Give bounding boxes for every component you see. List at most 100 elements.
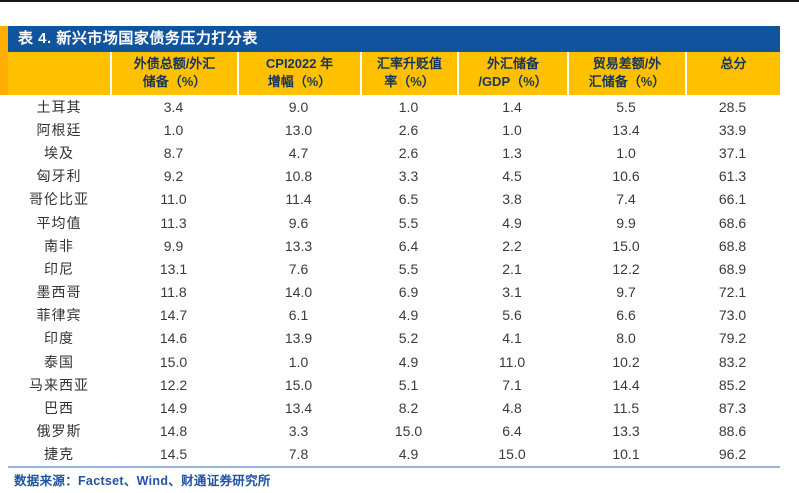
value-cell: 15.0 [284,376,313,393]
country-cell: 俄罗斯 [36,423,82,440]
value-cell: 66.1 [718,191,747,208]
value-cell: 11.5 [612,400,640,417]
value-cell: 3.3 [288,423,309,440]
value-cell: 85.2 [718,376,747,393]
value-cell: 6.9 [398,284,419,301]
value-cell: 10.1 [612,446,640,463]
country-cell: 马来西亚 [29,376,89,393]
value-cell: 1.0 [163,121,184,138]
value-cell: 6.4 [398,237,419,254]
value-cell: 3.8 [502,191,522,208]
table-row: 平均值 11.3 9.6 5.5 4.9 9.9 68.6 [8,211,780,234]
header-cell-trade-balance: 贸易差额/外 汇储备（%） [567,52,685,95]
value-cell: 5.2 [398,330,419,347]
value-cell: 6.5 [398,191,419,208]
value-cell: 12.2 [612,260,640,277]
country-cell: 菲律宾 [36,307,82,324]
table-row: 俄罗斯 14.8 3.3 15.0 6.4 13.3 88.6 [8,420,780,443]
value-cell: 72.1 [718,284,747,301]
value-cell: 13.0 [284,121,313,138]
value-cell: 96.2 [718,446,747,463]
table-row: 埃及 8.7 4.7 2.6 1.3 1.0 37.1 [8,141,780,164]
value-cell: 15.0 [394,423,423,440]
country-cell: 印度 [44,330,74,347]
value-cell: 1.4 [502,98,522,115]
table-row: 捷克 14.5 7.8 4.9 15.0 10.1 96.2 [8,443,780,466]
table-row: 印尼 13.1 7.6 5.5 2.1 12.2 68.9 [8,257,780,280]
value-cell: 11.3 [160,214,187,231]
value-cell: 13.3 [284,237,313,254]
country-cell: 平均值 [36,214,82,231]
value-cell: 7.4 [616,191,636,208]
country-cell: 哥伦比亚 [29,191,89,208]
table-row: 阿根廷 1.0 13.0 2.6 1.0 13.4 33.9 [8,118,780,141]
header-line: 外汇储备 [486,56,539,71]
table-row: 哥伦比亚 11.0 11.4 6.5 3.8 7.4 66.1 [8,188,780,211]
value-cell: 13.9 [284,330,313,347]
value-cell: 1.0 [502,121,522,138]
value-cell: 13.1 [159,260,188,277]
country-cell: 巴西 [44,400,74,417]
value-cell: 5.5 [398,214,419,231]
header-line: /GDP（%） [478,74,548,89]
header-line: 率（%） [384,74,435,89]
table-bottom-rule [8,466,780,468]
header-cell-fx-rate: 汇率升贬值 率（%） [360,52,457,95]
value-cell: 9.7 [616,284,636,301]
table-row: 泰国 15.0 1.0 4.9 11.0 10.2 83.2 [8,350,780,373]
value-cell: 79.2 [718,330,747,347]
header-cell-total-score: 总分 [685,52,780,95]
value-cell: 4.8 [502,400,522,417]
value-cell: 37.1 [718,144,747,161]
table-row: 菲律宾 14.7 6.1 4.9 5.6 6.6 73.0 [8,304,780,327]
value-cell: 14.4 [612,376,640,393]
value-cell: 9.0 [288,98,309,115]
value-cell: 6.6 [616,307,636,324]
value-cell: 4.9 [398,446,419,463]
country-cell: 印尼 [44,260,74,277]
value-cell: 4.9 [398,307,419,324]
value-cell: 15.0 [498,446,526,463]
value-cell: 68.6 [718,214,747,231]
value-cell: 13.3 [612,423,640,440]
value-cell: 14.5 [159,446,188,463]
value-cell: 14.8 [159,423,188,440]
value-cell: 7.1 [502,376,522,393]
scoring-table: 表 4. 新兴市场国家债务压力打分表 外债总额/外汇 储备（%） CPI2022… [8,26,780,468]
table-row: 墨西哥 11.8 14.0 6.9 3.1 9.7 72.1 [8,281,780,304]
top-rule-line [0,0,799,2]
country-cell: 阿根廷 [36,121,82,138]
value-cell: 61.3 [718,168,747,185]
country-cell: 匈牙利 [36,168,82,185]
table-left-accent-bar [0,26,8,95]
header-line: 贸易差额/外 [592,56,662,71]
value-cell: 10.8 [284,168,313,185]
value-cell: 15.0 [612,237,640,254]
value-cell: 5.6 [502,307,522,324]
value-cell: 8.0 [616,330,636,347]
value-cell: 1.0 [288,353,309,370]
header-cell-reserves-gdp: 外汇储备 /GDP（%） [457,52,567,95]
value-cell: 6.4 [502,423,522,440]
value-cell: 1.0 [616,144,636,161]
header-cell-external-debt: 外债总额/外汇 储备（%） [110,52,237,95]
value-cell: 68.8 [718,237,747,254]
value-cell: 28.5 [718,98,747,115]
value-cell: 2.1 [502,260,522,277]
value-cell: 3.3 [398,168,419,185]
value-cell: 5.5 [398,260,419,277]
header-line: 外债总额/外汇 [133,56,216,71]
value-cell: 10.2 [612,353,640,370]
value-cell: 68.9 [718,260,747,277]
value-cell: 83.2 [718,353,747,370]
value-cell: 11.8 [160,284,187,301]
header-line: 汇储备（%） [588,74,666,89]
value-cell: 11.4 [285,191,312,208]
value-cell: 4.7 [288,144,309,161]
value-cell: 73.0 [718,307,747,324]
value-cell: 14.7 [159,307,188,324]
header-cell-cpi: CPI2022 年 增幅（%） [237,52,360,95]
country-cell: 捷克 [44,446,74,463]
value-cell: 12.2 [159,376,188,393]
table-header-row: 外债总额/外汇 储备（%） CPI2022 年 增幅（%） 汇率升贬值 率（%）… [8,52,780,95]
